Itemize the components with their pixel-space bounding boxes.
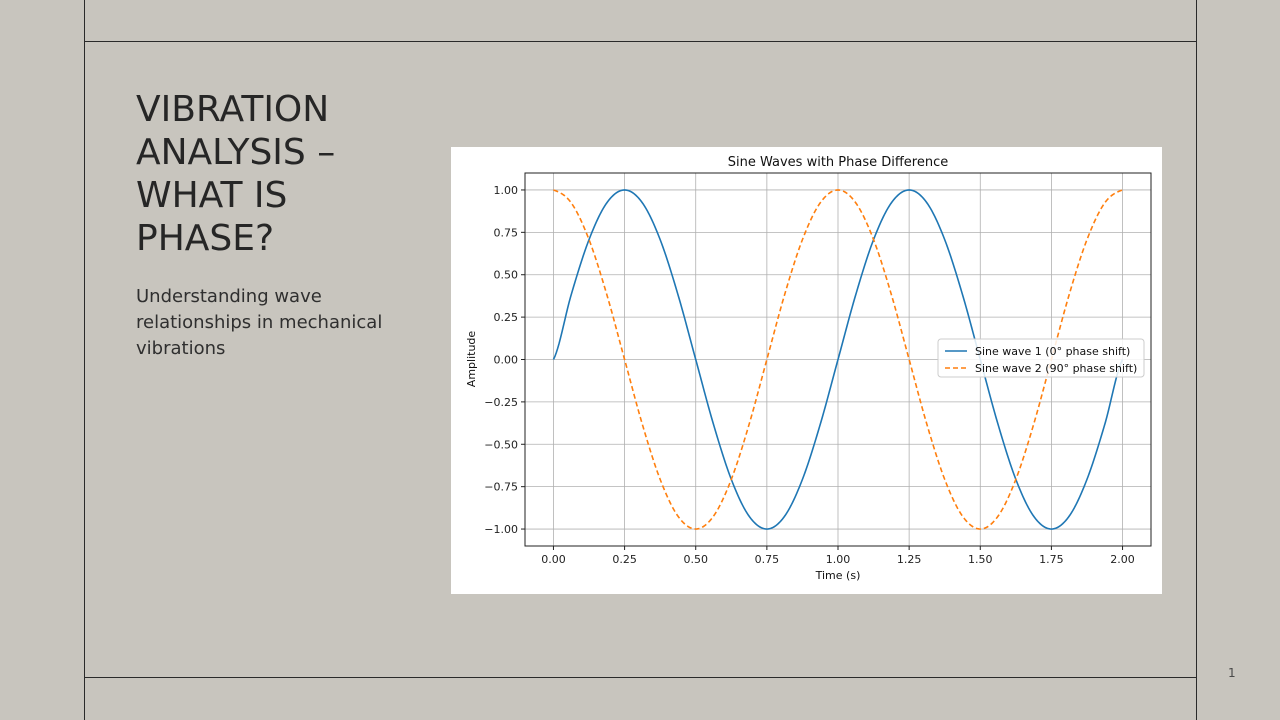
y-tick-label: 1.00 (494, 184, 519, 197)
x-axis-label: Time (s) (815, 569, 861, 582)
x-tick-label: 1.75 (1039, 553, 1064, 566)
y-tick-label: 0.75 (494, 226, 519, 239)
legend-label-1: Sine wave 1 (0° phase shift) (975, 345, 1130, 358)
x-tick-label: 0.00 (541, 553, 566, 566)
y-tick-label: −0.25 (484, 396, 518, 409)
y-axis-label: Amplitude (465, 331, 478, 388)
y-tick-label: 0.25 (494, 311, 519, 324)
y-tick-label: 0.50 (494, 269, 519, 282)
left-border-line (84, 0, 85, 720)
chart-image: 0.00 0.25 0.50 0.75 1.00 1.25 1.50 1.75 2.00 1.00… (451, 147, 1162, 594)
slide-title: VIBRATION ANALYSIS – WHAT IS PHASE? (136, 89, 336, 259)
y-tick-label: −1.00 (484, 523, 518, 536)
y-tick-label: 0.00 (494, 354, 519, 367)
x-tick-label: 1.50 (968, 553, 993, 566)
series-line-2 (553, 189, 1123, 530)
x-tick-label: 1.25 (897, 553, 922, 566)
bottom-border-line (84, 677, 1197, 678)
y-tick-label: −0.50 (484, 438, 518, 451)
top-border-line (84, 41, 1197, 42)
x-tick-label: 0.50 (683, 553, 708, 566)
slide-subtitle: Understanding wave relationships in mech… (136, 286, 383, 359)
chart-ticks: 0.00 0.25 0.50 0.75 1.00 1.25 1.50 1.75 2.00 1.00… (484, 184, 1135, 566)
page-number: 1 (1228, 666, 1236, 680)
line-chart: 0.00 0.25 0.50 0.75 1.00 1.25 1.50 1.75 2.00 1.00… (451, 147, 1162, 594)
x-tick-label: 2.00 (1110, 553, 1135, 566)
x-tick-label: 0.75 (755, 553, 780, 566)
y-tick-label: −0.75 (484, 481, 518, 494)
x-tick-label: 1.00 (826, 553, 851, 566)
legend-box (937, 338, 1145, 378)
chart-title: Sine Waves with Phase Difference (728, 155, 949, 170)
legend-label-2: Sine wave 2 (90° phase shift) (975, 362, 1137, 375)
right-border-line (1196, 0, 1197, 720)
chart-legend: Sine wave 1 (0° phase shift) Sine wave 2 … (937, 338, 1145, 378)
series-line-1 (552, 189, 1124, 530)
x-tick-label: 0.25 (612, 553, 637, 566)
chart-series (552, 189, 1124, 530)
